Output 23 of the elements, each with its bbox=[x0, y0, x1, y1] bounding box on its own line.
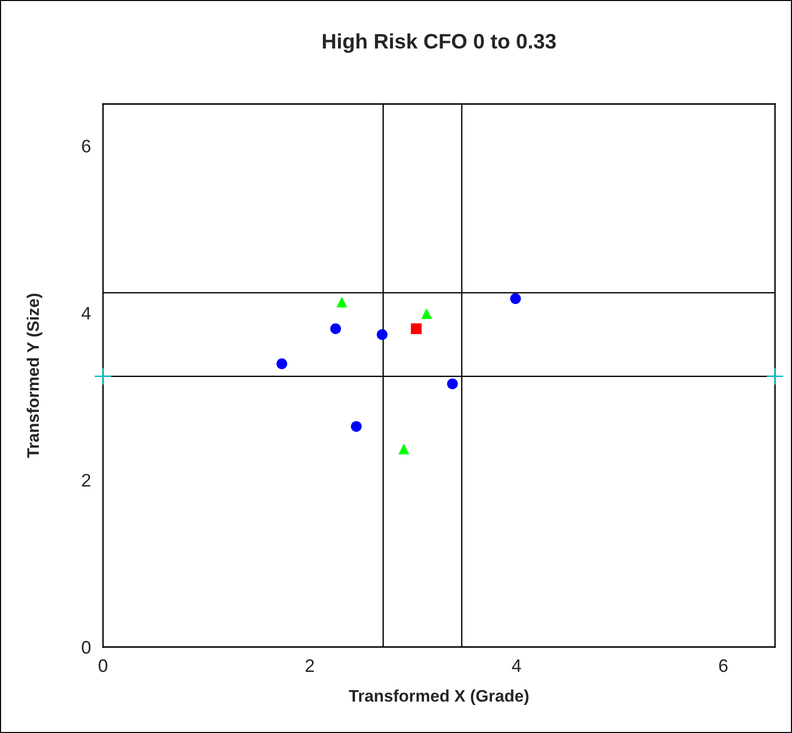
point bbox=[398, 444, 410, 454]
point bbox=[447, 378, 458, 390]
x-tick-label: 2 bbox=[306, 659, 314, 672]
point bbox=[276, 358, 288, 370]
chart-title: High Risk CFO 0 to 0.33 bbox=[322, 33, 556, 53]
y-axis-title: Transformed Y (Size) bbox=[26, 294, 42, 458]
point bbox=[410, 323, 422, 334]
point bbox=[421, 308, 432, 320]
y-tick-label: 6 bbox=[82, 140, 90, 152]
point bbox=[330, 323, 341, 334]
point bbox=[336, 296, 348, 308]
y-tick-label: 4 bbox=[82, 306, 91, 320]
y-tick-label: 0 bbox=[82, 640, 90, 654]
x-tick-label: 4 bbox=[512, 659, 522, 672]
point bbox=[510, 293, 521, 304]
x-tick-label: 6 bbox=[719, 659, 728, 672]
point bbox=[94, 367, 112, 386]
x-axis-title: Transformed X (Grade) bbox=[348, 690, 528, 706]
point bbox=[766, 367, 784, 386]
point bbox=[350, 421, 362, 432]
y-tick-label: 2 bbox=[82, 474, 90, 486]
point bbox=[376, 329, 388, 340]
x-tick-label: 0 bbox=[98, 659, 108, 672]
